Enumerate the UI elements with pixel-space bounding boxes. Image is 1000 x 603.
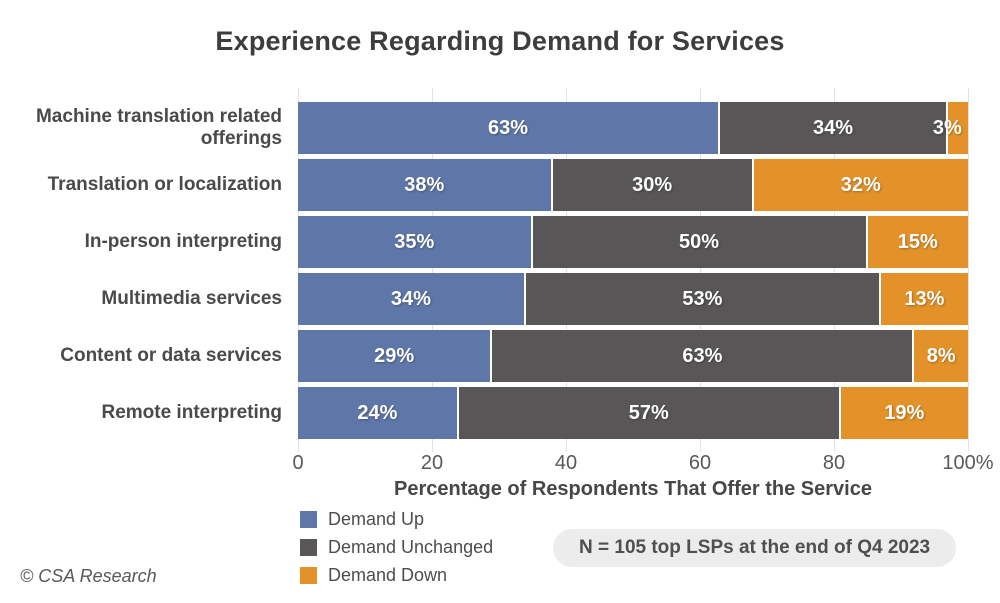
x-tick-100: 100% [942,452,994,474]
chart-title: Experience Regarding Demand for Services [215,26,785,56]
bar-segment: 32% [753,159,968,211]
x-tick-60: 60 [688,452,712,474]
plot-area: 63% 34% 3% 38% 30% 32% 35% 50% 15% 34% 53% 13% 29% 63… [298,88,969,452]
bar-value-label: 38% [404,173,445,196]
legend-label: Demand Up [328,508,425,529]
legend-swatch-icon [300,566,317,584]
bar-value-label: 63% [682,344,723,367]
bar-segment: 24% [298,387,459,439]
category-label: Multimedia services [101,288,282,310]
bar-segment: 38% [298,159,553,211]
bar-segment: 13% [880,273,968,325]
bar-value-label: 32% [840,173,881,196]
bar-row: 63% 34% 3% [298,102,968,154]
legend-label: Demand Unchanged [328,536,494,557]
bar-value-label: 53% [682,287,723,310]
legend-swatch-icon [300,510,317,528]
bar-row: 34% 53% 13% [298,273,968,325]
legend-item: Demand Down [300,561,493,589]
category-label: Content or data services [60,345,282,367]
bar-value-label: 50% [678,230,720,253]
legend-label: Demand Down [328,564,448,585]
bar-segment: 53% [525,273,881,325]
bar-segment: 50% [532,216,868,268]
bar-segment: 30% [552,159,754,211]
category-label: Machine translation related offerings [35,106,282,149]
bar-segment: 15% [867,216,968,268]
bar-segment: 34% [720,102,948,154]
sample-note-badge: N = 105 top LSPs at the end of Q4 2023 [553,529,957,567]
bar-value-label: 63% [488,116,529,139]
bar-segment: 63% [298,102,721,154]
gridline-60 [700,88,701,452]
bar-value-label: 13% [904,287,945,310]
bar-rows: 63% 34% 3% 38% 30% 32% 35% 50% 15% 34% 53% 13% 29% 63… [298,88,968,439]
copyright-text: © CSA Research [20,566,157,586]
bar-segment: 35% [298,216,533,268]
legend: Demand Up Demand Unchanged Demand Down [300,505,493,589]
bar-value-label: 30% [632,173,673,196]
bar-value-label: 57% [628,401,669,424]
gridline-20 [432,88,433,452]
bar-value-label: 19% [884,401,925,424]
bar-row: 38% 30% 32% [298,159,968,211]
bar-segment: 3% [933,102,968,154]
x-axis-ticks: 0 20 40 60 80 100% [292,452,993,478]
bar-segment: 34% [298,273,526,325]
bar-value-label: 29% [374,344,415,367]
gridline-0 [298,88,299,452]
x-tick-20: 20 [420,452,444,474]
bar-value-label: 15% [897,230,938,253]
category-label: Translation or localization [47,174,282,196]
bar-value-label: 3% [932,116,962,139]
bar-segment: 8% [914,330,968,382]
bar-segment: 29% [298,330,493,382]
bar-row: 29% 63% 8% [298,330,968,382]
legend-swatch-icon [300,538,317,556]
bar-value-label: 35% [394,230,435,253]
bar-row: 35% 50% 15% [298,216,968,268]
category-label: Remote interpreting [101,402,282,424]
bar-row: 24% 57% 19% [298,387,968,439]
bar-segment: 19% [840,387,968,439]
bar-value-label: 8% [926,344,956,367]
bar-value-label: 24% [357,401,398,424]
legend-item: Demand Up [300,505,493,533]
gridline-40 [566,88,567,452]
gridline-100 [968,88,969,452]
x-axis-label: Percentage of Respondents That Offer the… [394,478,872,500]
x-tick-0: 0 [292,452,304,474]
category-label: In-person interpreting [84,231,282,253]
gridline-80 [834,88,835,452]
legend-item: Demand Unchanged [300,533,493,561]
category-labels: Machine translation related offerings Tra… [0,88,290,439]
x-tick-80: 80 [822,452,846,474]
bar-segment: 63% [492,330,915,382]
bar-segment: 57% [458,387,841,439]
bar-value-label: 34% [390,287,431,310]
x-tick-40: 40 [554,452,578,474]
bar-value-label: 34% [812,116,853,139]
